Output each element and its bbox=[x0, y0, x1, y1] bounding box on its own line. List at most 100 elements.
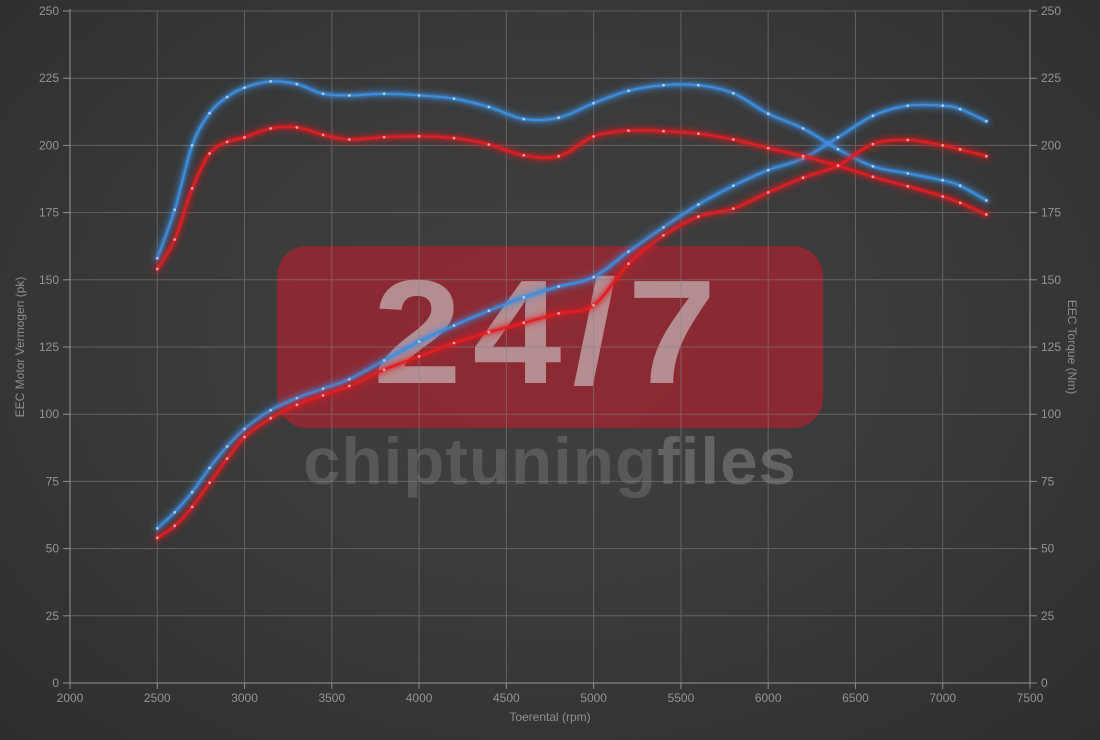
data-point-marker bbox=[592, 303, 595, 307]
x-tick-label: 3000 bbox=[231, 691, 258, 705]
data-point-marker bbox=[958, 107, 962, 111]
data-point-marker bbox=[269, 416, 273, 420]
data-point-marker bbox=[487, 330, 491, 334]
data-point-marker bbox=[941, 144, 945, 147]
data-point-marker bbox=[225, 95, 229, 99]
data-point-marker bbox=[871, 165, 875, 168]
curve-halo bbox=[152, 100, 991, 533]
data-point-marker bbox=[321, 92, 325, 96]
y-tick-label-left: 100 bbox=[39, 407, 59, 421]
x-tick-label: 5500 bbox=[668, 691, 695, 705]
y-tick-label-right: 50 bbox=[1041, 542, 1055, 556]
data-point-marker bbox=[662, 129, 665, 133]
y-tick-label-right: 75 bbox=[1041, 474, 1055, 488]
data-point-marker bbox=[871, 114, 875, 118]
data-point-marker bbox=[697, 215, 700, 219]
y-tick-label-right: 150 bbox=[1041, 273, 1061, 287]
curve-core bbox=[156, 103, 988, 530]
curve-markers bbox=[155, 138, 988, 540]
data-point-marker bbox=[836, 147, 840, 151]
y-tick-label-right: 125 bbox=[1041, 340, 1061, 354]
data-point-marker bbox=[941, 104, 945, 107]
data-point-marker bbox=[452, 324, 456, 327]
data-point-marker bbox=[662, 234, 665, 237]
data-point-marker bbox=[452, 341, 456, 345]
x-tick-label: 7000 bbox=[929, 691, 956, 705]
curve-markers bbox=[155, 80, 988, 260]
data-point-marker bbox=[557, 116, 561, 120]
y-tick-label-left: 75 bbox=[46, 474, 60, 488]
data-point-marker bbox=[522, 321, 526, 325]
data-point-marker bbox=[417, 355, 421, 358]
y-tick-label-left: 225 bbox=[39, 71, 59, 85]
x-tick-label: 4000 bbox=[406, 691, 433, 705]
data-point-marker bbox=[382, 135, 386, 139]
data-point-marker bbox=[627, 89, 630, 93]
data-point-marker bbox=[190, 490, 194, 494]
data-point-marker bbox=[382, 368, 386, 372]
series-power-red bbox=[152, 135, 991, 543]
data-point-marker bbox=[985, 213, 988, 216]
data-point-marker bbox=[958, 201, 962, 205]
data-point-marker bbox=[836, 164, 840, 168]
data-point-marker bbox=[190, 144, 194, 147]
x-tick-label: 2500 bbox=[144, 691, 171, 705]
data-point-marker bbox=[557, 285, 561, 288]
data-point-marker bbox=[208, 481, 212, 485]
data-point-marker bbox=[557, 154, 561, 158]
data-point-marker bbox=[697, 203, 700, 206]
y-tick-label-left: 50 bbox=[46, 542, 60, 556]
x-tick-label: 2000 bbox=[57, 691, 84, 705]
data-point-marker bbox=[347, 94, 351, 97]
data-point-marker bbox=[766, 191, 770, 194]
x-tick-label: 7500 bbox=[1017, 691, 1044, 705]
data-point-marker bbox=[906, 184, 910, 188]
data-point-marker bbox=[417, 340, 421, 343]
curve-core bbox=[156, 138, 988, 539]
y-tick-label-left: 250 bbox=[39, 4, 59, 18]
y-tick-label-left: 25 bbox=[46, 609, 60, 623]
tick-labels: 2000 2500 3000 3500 4000 4500 5000 5500 6000 6500… bbox=[39, 4, 1061, 705]
data-point-marker bbox=[347, 377, 351, 381]
data-point-marker bbox=[173, 524, 177, 528]
data-point-marker bbox=[321, 387, 325, 391]
data-point-marker bbox=[627, 129, 630, 133]
data-point-marker bbox=[871, 175, 875, 179]
y-tick-label-right: 100 bbox=[1041, 407, 1061, 421]
data-point-marker bbox=[985, 154, 988, 158]
x-tick-label: 5000 bbox=[580, 691, 607, 705]
data-point-marker bbox=[836, 135, 840, 139]
data-point-marker bbox=[452, 97, 456, 100]
y-axis-left-title: EEC Motor Vermogen (pk) bbox=[13, 276, 27, 418]
curve-halo bbox=[152, 135, 991, 543]
x-tick-label: 6500 bbox=[842, 691, 869, 705]
data-point-marker bbox=[697, 83, 700, 87]
data-point-marker bbox=[208, 111, 212, 115]
data-point-marker bbox=[243, 86, 246, 89]
data-point-marker bbox=[592, 275, 595, 279]
data-point-marker bbox=[295, 403, 299, 407]
series-power-blue bbox=[152, 100, 991, 533]
data-point-marker bbox=[321, 394, 325, 397]
data-point-marker bbox=[941, 178, 945, 182]
data-point-marker bbox=[208, 152, 212, 155]
data-point-marker bbox=[173, 208, 177, 212]
data-point-marker bbox=[941, 195, 945, 198]
data-point-marker bbox=[522, 117, 526, 121]
y-tick-label-right: 225 bbox=[1041, 71, 1061, 85]
x-axis-title: Toerental (rpm) bbox=[509, 710, 591, 724]
data-point-marker bbox=[382, 359, 386, 362]
data-point-marker bbox=[269, 127, 273, 130]
y-tick-label-left: 200 bbox=[39, 138, 59, 152]
series-torque-blue bbox=[152, 76, 991, 263]
data-point-marker bbox=[627, 250, 630, 254]
data-point-marker bbox=[906, 172, 910, 175]
curve-markers bbox=[155, 104, 988, 530]
data-point-marker bbox=[173, 238, 177, 241]
data-point-marker bbox=[225, 445, 229, 448]
data-point-marker bbox=[985, 119, 988, 123]
y-tick-label-right: 250 bbox=[1041, 4, 1061, 18]
y-tick-label-left: 150 bbox=[39, 273, 59, 287]
x-tick-label: 6000 bbox=[755, 691, 782, 705]
